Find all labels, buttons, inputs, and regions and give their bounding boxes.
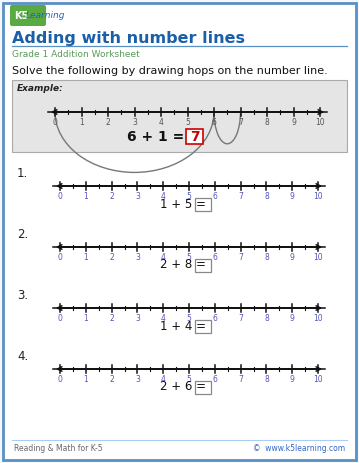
Text: 9: 9 bbox=[290, 314, 295, 323]
Text: 1: 1 bbox=[83, 192, 88, 201]
Text: 2: 2 bbox=[109, 253, 114, 262]
Text: 3: 3 bbox=[132, 118, 137, 127]
Text: 9: 9 bbox=[290, 375, 295, 384]
Text: 4: 4 bbox=[161, 375, 165, 384]
Text: K5: K5 bbox=[14, 11, 28, 21]
Text: 9: 9 bbox=[290, 192, 295, 201]
Text: 1: 1 bbox=[83, 314, 88, 323]
FancyBboxPatch shape bbox=[3, 3, 356, 460]
Text: 7: 7 bbox=[190, 130, 199, 144]
Text: 2: 2 bbox=[109, 314, 114, 323]
Bar bbox=[195, 198, 211, 211]
Text: 10: 10 bbox=[315, 118, 325, 127]
Text: Grade 1 Addition Worksheet: Grade 1 Addition Worksheet bbox=[12, 50, 140, 59]
Text: 4.: 4. bbox=[17, 350, 28, 363]
Text: 1 + 5 =: 1 + 5 = bbox=[160, 198, 210, 211]
Text: 10: 10 bbox=[313, 192, 323, 201]
Text: 2 + 8 =: 2 + 8 = bbox=[160, 258, 210, 271]
Text: 6: 6 bbox=[213, 375, 217, 384]
Text: 4: 4 bbox=[161, 314, 165, 323]
Text: 3: 3 bbox=[135, 375, 140, 384]
Bar bbox=[195, 258, 211, 271]
Text: 7: 7 bbox=[238, 375, 243, 384]
Text: 0: 0 bbox=[57, 192, 62, 201]
Text: 1 + 4 =: 1 + 4 = bbox=[160, 319, 210, 332]
Text: 1: 1 bbox=[83, 375, 88, 384]
Text: 8: 8 bbox=[265, 118, 269, 127]
Text: 0: 0 bbox=[57, 253, 62, 262]
Text: 3: 3 bbox=[135, 314, 140, 323]
Text: Learning: Learning bbox=[26, 12, 65, 20]
Text: Example:: Example: bbox=[17, 84, 64, 93]
Bar bbox=[195, 381, 211, 394]
Text: 9: 9 bbox=[291, 118, 296, 127]
Text: 10: 10 bbox=[313, 253, 323, 262]
Text: 8: 8 bbox=[264, 314, 269, 323]
Text: 6: 6 bbox=[213, 253, 217, 262]
Text: 0: 0 bbox=[52, 118, 57, 127]
Text: 5: 5 bbox=[187, 253, 191, 262]
Text: 7: 7 bbox=[238, 192, 243, 201]
Text: 2.: 2. bbox=[17, 228, 28, 241]
Text: 2 + 6 =: 2 + 6 = bbox=[160, 381, 210, 394]
Text: 2: 2 bbox=[109, 375, 114, 384]
Text: 1.: 1. bbox=[17, 167, 28, 180]
Text: 3: 3 bbox=[135, 192, 140, 201]
FancyBboxPatch shape bbox=[12, 80, 347, 152]
Text: 7: 7 bbox=[238, 253, 243, 262]
Text: Adding with number lines: Adding with number lines bbox=[12, 31, 245, 46]
Text: 4: 4 bbox=[161, 192, 165, 201]
Text: 6: 6 bbox=[213, 192, 217, 201]
Text: Solve the following by drawing hops on the number line.: Solve the following by drawing hops on t… bbox=[12, 66, 328, 76]
Text: Reading & Math for K-5: Reading & Math for K-5 bbox=[14, 444, 103, 453]
Text: 4: 4 bbox=[161, 253, 165, 262]
Text: 0: 0 bbox=[57, 375, 62, 384]
Bar bbox=[186, 129, 203, 144]
Text: 1: 1 bbox=[79, 118, 84, 127]
Text: 8: 8 bbox=[264, 375, 269, 384]
Text: 2: 2 bbox=[109, 192, 114, 201]
Text: 5: 5 bbox=[185, 118, 190, 127]
Text: 6 + 1 =: 6 + 1 = bbox=[127, 130, 189, 144]
Text: 5: 5 bbox=[187, 375, 191, 384]
Text: 1: 1 bbox=[83, 253, 88, 262]
Text: 3: 3 bbox=[135, 253, 140, 262]
Bar bbox=[195, 319, 211, 332]
Text: 3.: 3. bbox=[17, 289, 28, 302]
Text: 9: 9 bbox=[290, 253, 295, 262]
Text: 2: 2 bbox=[106, 118, 110, 127]
Text: 8: 8 bbox=[264, 192, 269, 201]
Text: 5: 5 bbox=[187, 192, 191, 201]
Text: ©  www.k5learning.com: © www.k5learning.com bbox=[253, 444, 345, 453]
Text: 0: 0 bbox=[57, 314, 62, 323]
Text: 10: 10 bbox=[313, 314, 323, 323]
Text: 7: 7 bbox=[238, 314, 243, 323]
Text: 7: 7 bbox=[238, 118, 243, 127]
Text: 4: 4 bbox=[159, 118, 163, 127]
Text: 10: 10 bbox=[313, 375, 323, 384]
Text: 8: 8 bbox=[264, 253, 269, 262]
Text: 5: 5 bbox=[187, 314, 191, 323]
Text: 6: 6 bbox=[213, 314, 217, 323]
Text: 6: 6 bbox=[211, 118, 216, 127]
FancyBboxPatch shape bbox=[10, 5, 46, 26]
